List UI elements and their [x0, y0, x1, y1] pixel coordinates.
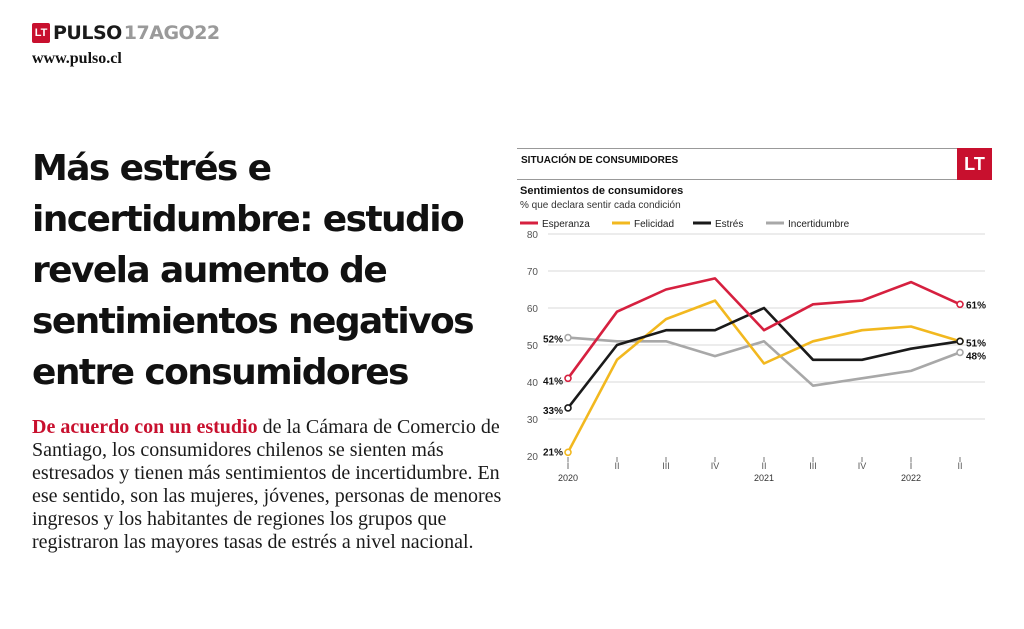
x-year-label: 2022	[901, 473, 921, 483]
lt-logo-small: LT	[32, 23, 50, 43]
series-end-point	[956, 337, 964, 346]
headline-line: incertidumbre: estudio	[32, 199, 465, 240]
legend-item-label: Incertidumbre	[788, 219, 850, 230]
chart-subtitle: % que declara sentir cada condición	[520, 200, 681, 211]
y-tick-label: 30	[527, 415, 539, 426]
headline-line: entre consumidores	[32, 352, 409, 393]
data-label-end: 48%	[966, 351, 986, 362]
series-start-point	[564, 374, 572, 383]
website-link[interactable]: www.pulso.cl	[32, 50, 122, 67]
legend-item-label: Estrés	[715, 219, 743, 230]
publication-date: 17AGO22	[123, 22, 220, 44]
data-label-start: 52%	[543, 335, 563, 346]
y-tick-label: 80	[527, 230, 539, 241]
series-line-felicidad	[566, 299, 962, 454]
x-tick-label: III	[809, 461, 817, 471]
series-start-point	[564, 448, 572, 457]
chart-section-title: SITUACIÓN DE CONSUMIDORES	[521, 155, 679, 166]
series-end-point	[956, 300, 964, 309]
legend-item-label: Esperanza	[542, 219, 590, 230]
headline-line: Más estrés e	[32, 148, 272, 189]
chart-title: Sentimientos de consumidores	[520, 185, 683, 197]
headline: Más estrés e incertidumbre: estudio reve…	[32, 143, 507, 398]
data-label-start: 33%	[543, 406, 563, 417]
article-lead: De acuerdo con un estudio	[32, 416, 258, 438]
article-body: De acuerdo con un estudio de la Cámara d…	[32, 416, 502, 554]
x-tick-label: II	[957, 461, 962, 471]
y-tick-label: 20	[527, 452, 539, 463]
series-line-esperanza	[566, 277, 962, 380]
y-tick-label: 70	[527, 267, 539, 278]
lt-logo: LT	[957, 148, 992, 180]
x-tick-label: I	[910, 461, 913, 471]
x-year-label: 2020	[558, 473, 578, 483]
data-label-start: 41%	[543, 376, 563, 387]
data-label-end: 61%	[966, 300, 986, 311]
x-tick-label: II	[614, 461, 619, 471]
x-tick-label: III	[662, 461, 670, 471]
series-end-point	[956, 348, 964, 357]
x-year-label: 2021	[754, 473, 774, 483]
article-text: de la Cámara de Comercio de Santiago, lo…	[32, 416, 502, 553]
series-start-point	[564, 404, 572, 412]
y-tick-label: 50	[527, 341, 539, 352]
series-line-estrés	[566, 306, 962, 410]
publication-name: PULSO	[53, 22, 122, 44]
series-start-point	[564, 333, 572, 342]
x-tick-label: II	[761, 461, 766, 471]
x-tick-label: IV	[711, 461, 720, 471]
data-label-start: 21%	[543, 447, 563, 458]
x-tick-label: I	[567, 461, 570, 471]
y-tick-label: 40	[527, 378, 539, 389]
headline-line: sentimientos negativos	[32, 301, 475, 342]
headline-line: revela aumento de	[32, 250, 388, 291]
y-tick-label: 60	[527, 304, 539, 315]
chart-header: SITUACIÓN DE CONSUMIDORES	[517, 148, 957, 180]
data-label-end: 51%	[966, 338, 986, 349]
x-tick-label: IV	[858, 461, 867, 471]
legend-item-label: Felicidad	[634, 219, 674, 230]
masthead: LT PULSO 17AGO22	[32, 22, 220, 44]
